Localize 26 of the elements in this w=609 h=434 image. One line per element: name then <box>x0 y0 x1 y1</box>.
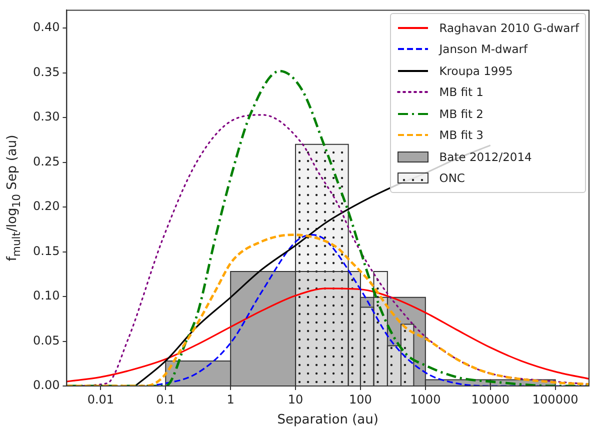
legend-label: ONC <box>439 171 465 186</box>
y-tick-label: 0.40 <box>33 20 60 34</box>
x-tick-label: 1000 <box>410 392 441 406</box>
x-tick-label: 100000 <box>532 392 578 406</box>
legend-label: MB fit 3 <box>439 128 484 142</box>
x-tick-label: 10000 <box>471 392 510 406</box>
x-tick-label: 0.01 <box>87 392 114 406</box>
y-tick-label: 0.30 <box>33 110 60 124</box>
y-tick-label: 0.15 <box>33 244 60 258</box>
legend-label: Raghavan 2010 G-dwarf <box>439 20 579 35</box>
y-tick-label: 0.00 <box>33 378 60 392</box>
legend-label: Janson M-dwarf <box>439 42 528 56</box>
y-tick-label: 0.20 <box>33 199 60 214</box>
y-tick-label: 0.25 <box>33 154 60 168</box>
x-tick-label: 0.1 <box>156 392 176 406</box>
y-tick-label: 0.10 <box>33 288 60 303</box>
legend-label: MB fit 2 <box>439 106 484 121</box>
y-tick-label: 0.05 <box>33 333 60 348</box>
legend-label: MB fit 1 <box>439 85 484 100</box>
legend-label: Bate 2012/2014 <box>439 150 532 164</box>
x-tick-label: 10 <box>288 392 304 406</box>
x-tick-label: 1 <box>226 392 234 406</box>
y-tick-label: 0.35 <box>33 64 60 79</box>
x-tick-label: 100 <box>349 392 372 406</box>
legend-label: Kroupa 1995 <box>439 64 513 78</box>
x-axis-title: Separation (au) <box>277 412 378 428</box>
